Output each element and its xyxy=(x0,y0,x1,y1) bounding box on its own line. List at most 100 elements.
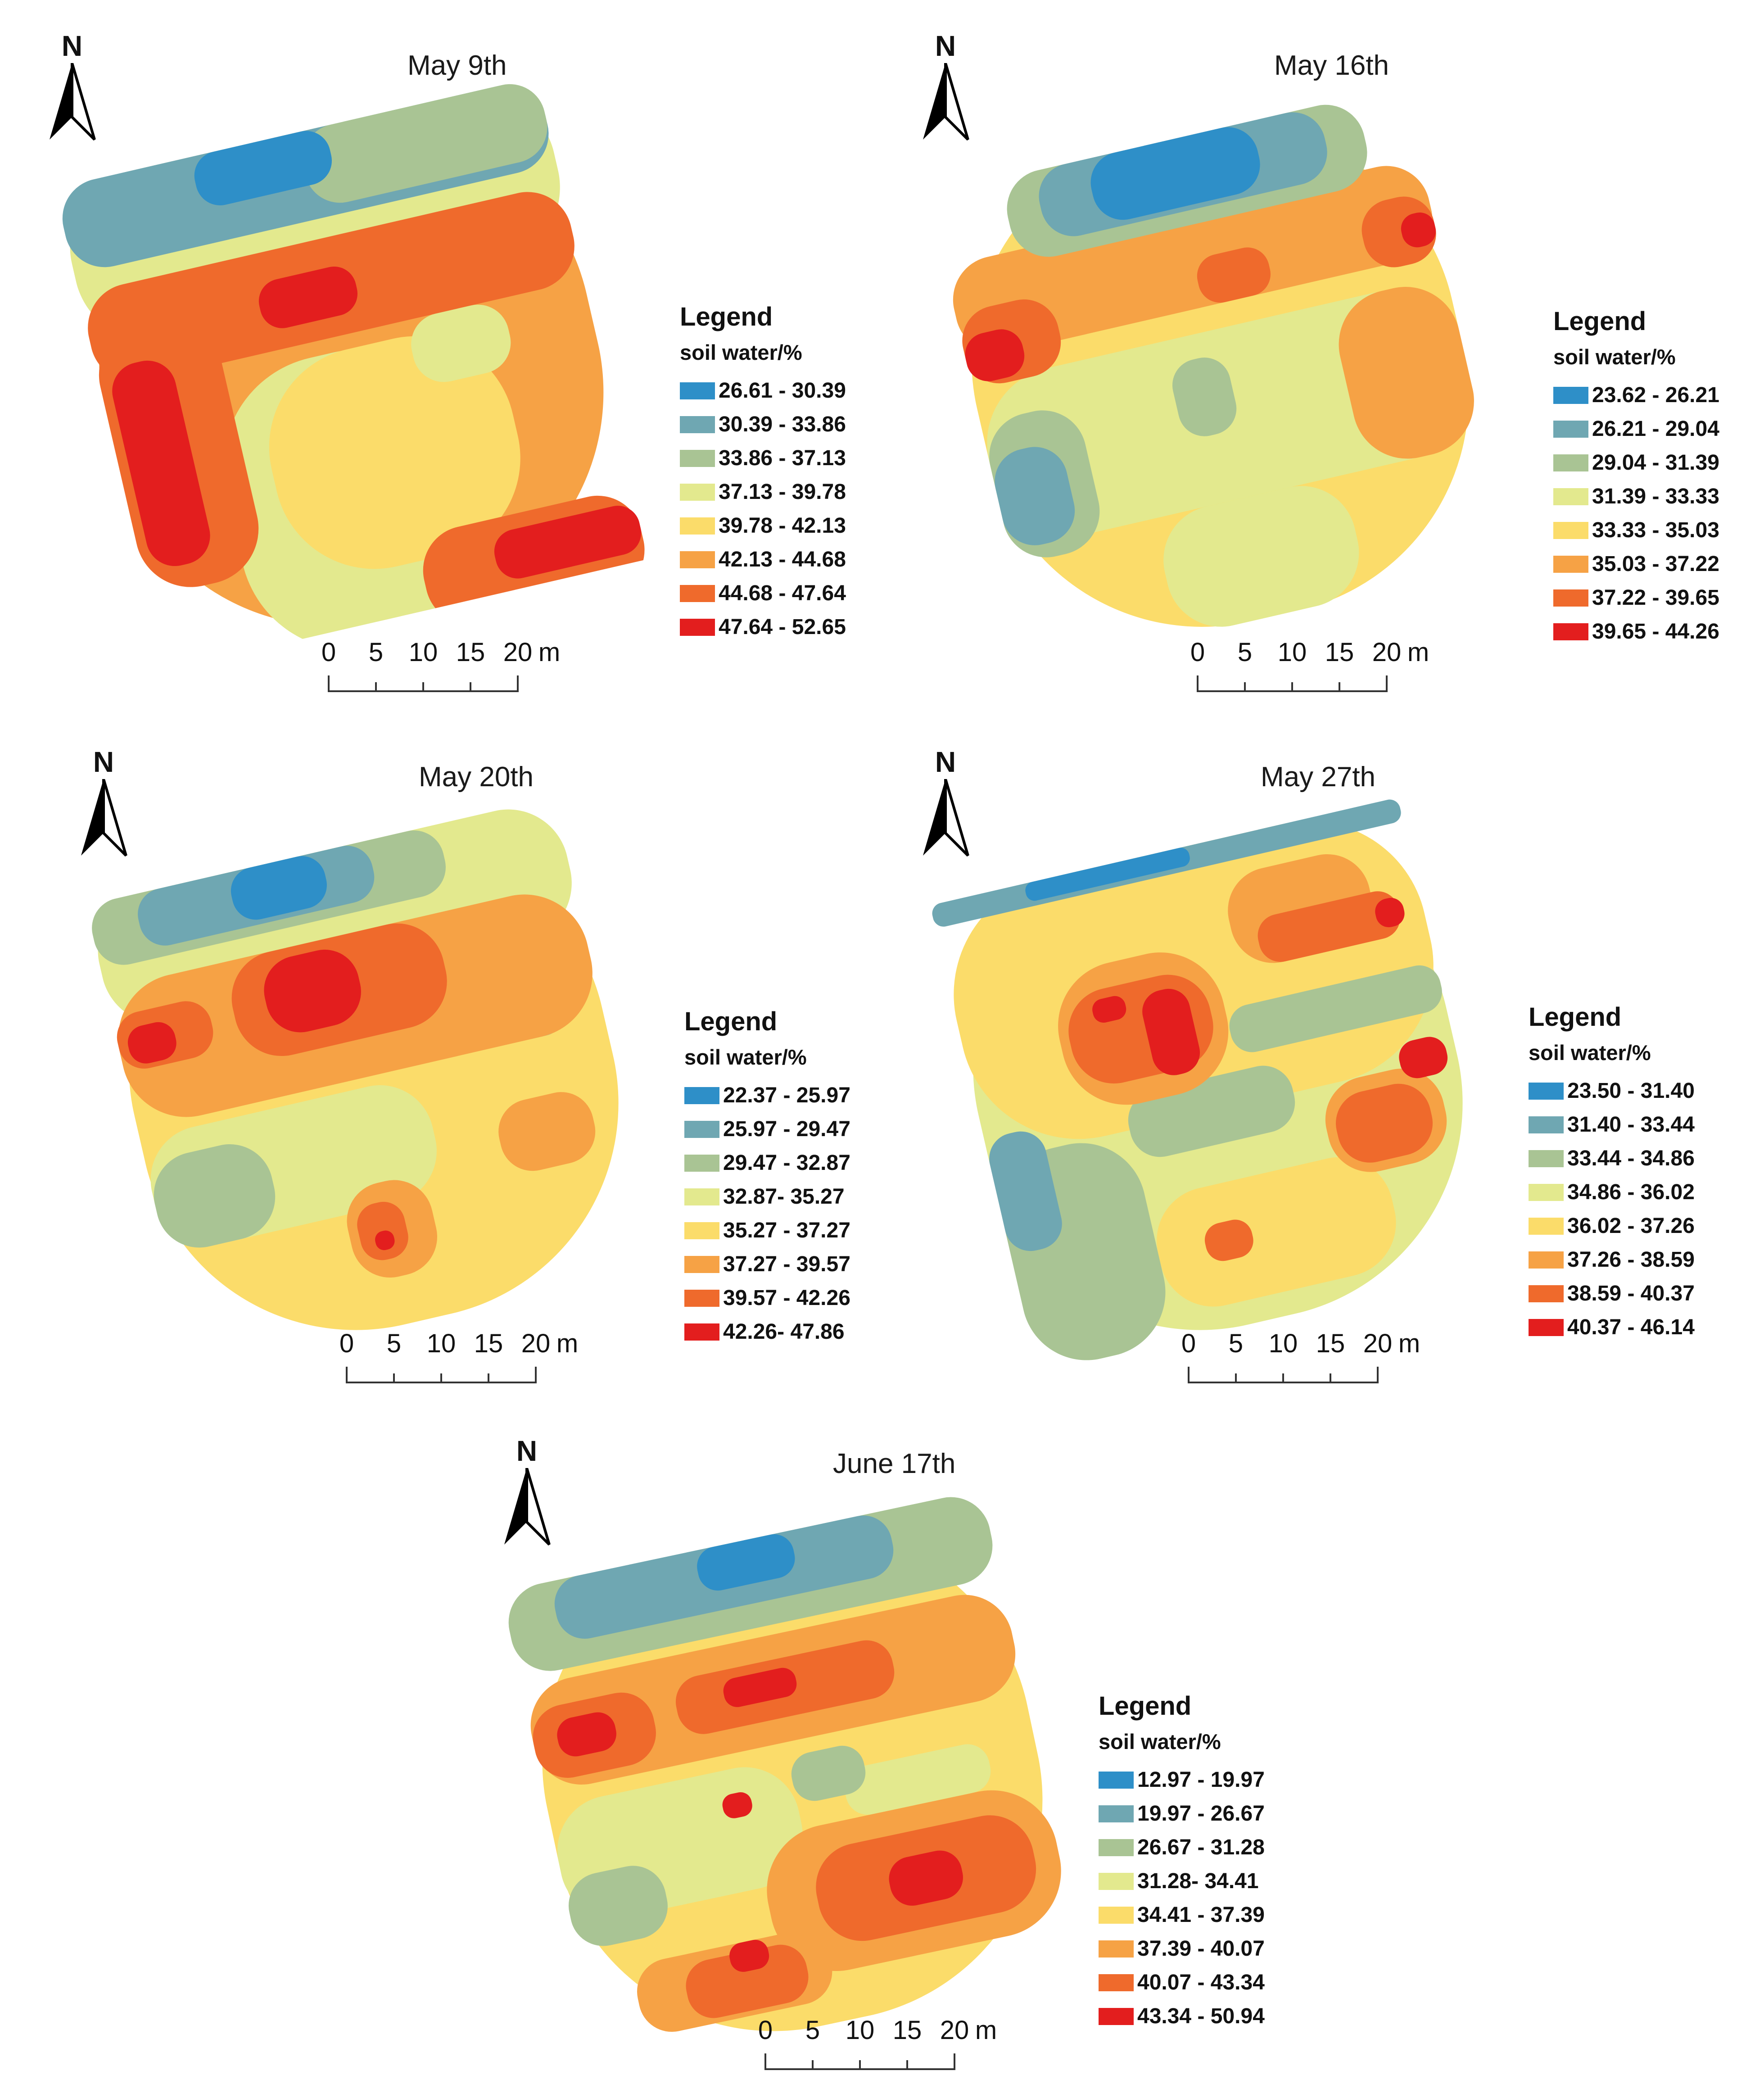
legend-range: 26.67 - 31.28 xyxy=(1137,1835,1265,1859)
legend-item: 26.67 - 31.28 xyxy=(1099,1831,1333,1864)
legend-range: 33.33 - 35.03 xyxy=(1592,518,1719,542)
scale-tick-label: 5 xyxy=(805,2016,820,2045)
legend-range: 36.02 - 37.26 xyxy=(1567,1214,1695,1238)
soil-water-map xyxy=(62,84,645,650)
moisture-zone xyxy=(498,1092,596,1171)
legend-item: 42.26- 47.86 xyxy=(684,1315,918,1349)
legend-swatch xyxy=(684,1087,719,1104)
map-legend: Legend soil water/% 23.62 - 26.21 26.21 - 2… xyxy=(1553,306,1764,648)
legend-swatch xyxy=(680,382,715,399)
legend-swatch xyxy=(684,1255,719,1273)
legend-range: 37.26 - 38.59 xyxy=(1567,1248,1695,1272)
legend-item: 43.34 - 50.94 xyxy=(1099,1999,1333,2033)
scale-unit: m xyxy=(975,2016,997,2045)
legend-swatch xyxy=(684,1120,719,1138)
legend-item: 47.64 - 52.65 xyxy=(680,610,914,644)
scale-tick-label: 20 xyxy=(1363,1329,1393,1358)
legend-subtitle: soil water/% xyxy=(1529,1041,1651,1065)
legend-swatch xyxy=(1529,1285,1564,1302)
legend-item: 23.62 - 26.21 xyxy=(1553,378,1764,412)
legend-range: 43.34 - 50.94 xyxy=(1137,2004,1265,2028)
north-arrow-icon: N xyxy=(914,748,977,865)
legend-swatch xyxy=(1529,1251,1564,1269)
scale-tick-label: 15 xyxy=(1325,638,1354,667)
legend-item: 33.86 - 37.13 xyxy=(680,441,914,475)
moisture-zone xyxy=(1025,847,1190,901)
scale-tick-label: 5 xyxy=(1228,1329,1244,1358)
scale-unit: m xyxy=(538,638,561,667)
legend-swatch xyxy=(1553,521,1588,539)
scale-bar: 0 5 10 15 20 m xyxy=(321,637,561,709)
legend-swatch xyxy=(1099,1839,1134,1856)
soil-water-map xyxy=(92,809,619,1330)
moisture-zone xyxy=(1257,891,1401,962)
scale-tick-label: 10 xyxy=(408,638,438,667)
moisture-zone xyxy=(568,1866,668,1946)
moisture-zone xyxy=(557,1712,616,1757)
moisture-zone xyxy=(494,506,642,579)
legend-range: 12.97 - 19.97 xyxy=(1137,1768,1265,1792)
soil-water-map xyxy=(508,1497,1061,2032)
legend-range: 25.97 - 29.47 xyxy=(723,1117,850,1141)
north-label: N xyxy=(93,746,114,778)
scale-tick-label: 10 xyxy=(845,2016,875,2045)
legend-range: 32.87- 35.27 xyxy=(723,1185,845,1209)
legend-item: 19.97 - 26.67 xyxy=(1099,1797,1333,1831)
legend-item: 37.26 - 38.59 xyxy=(1529,1243,1763,1277)
legend-range: 23.62 - 26.21 xyxy=(1592,383,1719,407)
legend-title: Legend xyxy=(680,302,773,331)
legend-swatch xyxy=(1529,1217,1564,1235)
moisture-zone xyxy=(995,447,1075,545)
scale-tick-label: 20 xyxy=(1372,638,1402,667)
moisture-zone xyxy=(953,166,1433,353)
legend-range: 44.68 - 47.64 xyxy=(719,581,846,605)
legend-swatch xyxy=(1099,1872,1134,1890)
legend-item: 33.33 - 35.03 xyxy=(1553,513,1764,547)
moisture-zone xyxy=(1157,1157,1396,1307)
soil-water-map xyxy=(953,104,1474,627)
moisture-zone xyxy=(1229,965,1442,1052)
legend-item: 32.87- 35.27 xyxy=(684,1180,918,1214)
moisture-zone xyxy=(264,949,361,1033)
legend-range: 37.39 - 40.07 xyxy=(1137,1937,1265,1961)
legend-swatch xyxy=(684,1323,719,1341)
north-label: N xyxy=(935,30,956,62)
legend-swatch xyxy=(1553,488,1588,505)
legend-range: 29.47 - 32.87 xyxy=(723,1151,850,1175)
moisture-zone xyxy=(127,1022,176,1064)
map-title: May 20th xyxy=(419,761,534,793)
legend-item: 35.27 - 37.27 xyxy=(684,1214,918,1247)
moisture-zone xyxy=(844,1744,991,1815)
north-arrow-icon: N xyxy=(72,748,135,865)
legend-swatch xyxy=(1553,589,1588,607)
legend-item: 31.28- 34.41 xyxy=(1099,1864,1333,1898)
legend-range: 42.13 - 44.68 xyxy=(719,548,846,571)
legend-swatch xyxy=(1553,386,1588,404)
legend-item: 39.57 - 42.26 xyxy=(684,1281,918,1315)
scale-bar: 0 5 10 15 20 m xyxy=(758,2015,997,2087)
moisture-zone xyxy=(194,131,332,205)
legend-range: 23.50 - 31.40 xyxy=(1567,1079,1695,1103)
legend-item: 42.13 - 44.68 xyxy=(680,543,914,576)
scale-tick-label: 10 xyxy=(1277,638,1307,667)
legend-swatch xyxy=(684,1188,719,1205)
legend-range: 39.57 - 42.26 xyxy=(723,1286,850,1310)
legend-item: 40.07 - 43.34 xyxy=(1099,1966,1333,1999)
legend-swatch xyxy=(1099,1805,1134,1822)
moisture-zone xyxy=(411,304,511,382)
scale-bar: 0 5 10 15 20 m xyxy=(1190,637,1429,709)
scale-tick-label: 0 xyxy=(339,1329,354,1358)
scale-tick-label: 5 xyxy=(1237,638,1253,667)
moisture-zone xyxy=(889,1850,963,1906)
legend-title: Legend xyxy=(1099,1691,1192,1721)
scale-tick-label: 15 xyxy=(474,1329,503,1358)
scale-tick-label: 5 xyxy=(386,1329,402,1358)
legend-range: 39.65 - 44.26 xyxy=(1592,620,1719,643)
map-legend: Legend soil water/% 23.50 - 31.40 31.40 - 3… xyxy=(1529,1002,1763,1344)
legend-subtitle: soil water/% xyxy=(684,1045,807,1069)
legend-item: 40.37 - 46.14 xyxy=(1529,1310,1763,1344)
scale-bar: 0 5 10 15 20 m xyxy=(1181,1328,1420,1400)
moisture-zone xyxy=(729,1939,769,1972)
soil-water-map xyxy=(932,799,1463,1360)
legend-item: 23.50 - 31.40 xyxy=(1529,1074,1763,1108)
